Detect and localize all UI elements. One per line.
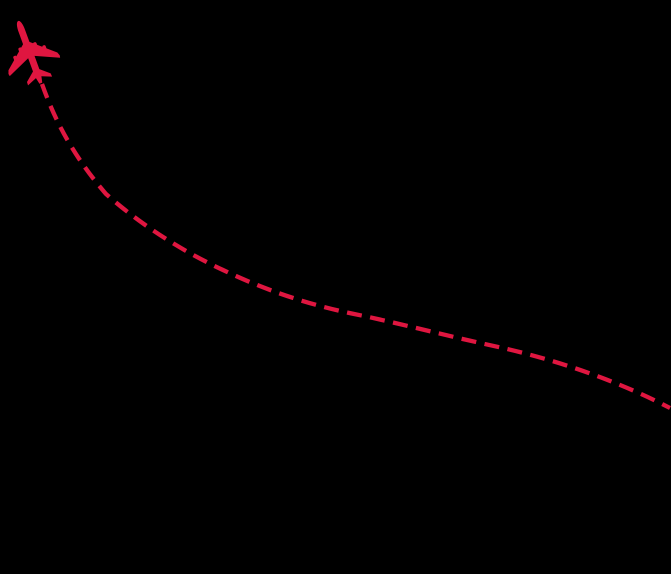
engine-right-outer [42, 45, 48, 54]
airplane-icon [8, 20, 61, 86]
engine-left-outer [13, 55, 19, 65]
engine-left-inner [18, 47, 25, 58]
airplane-body [8, 20, 61, 86]
dashed-flight-path-icon [39, 83, 671, 410]
engine-right-inner [33, 42, 39, 52]
